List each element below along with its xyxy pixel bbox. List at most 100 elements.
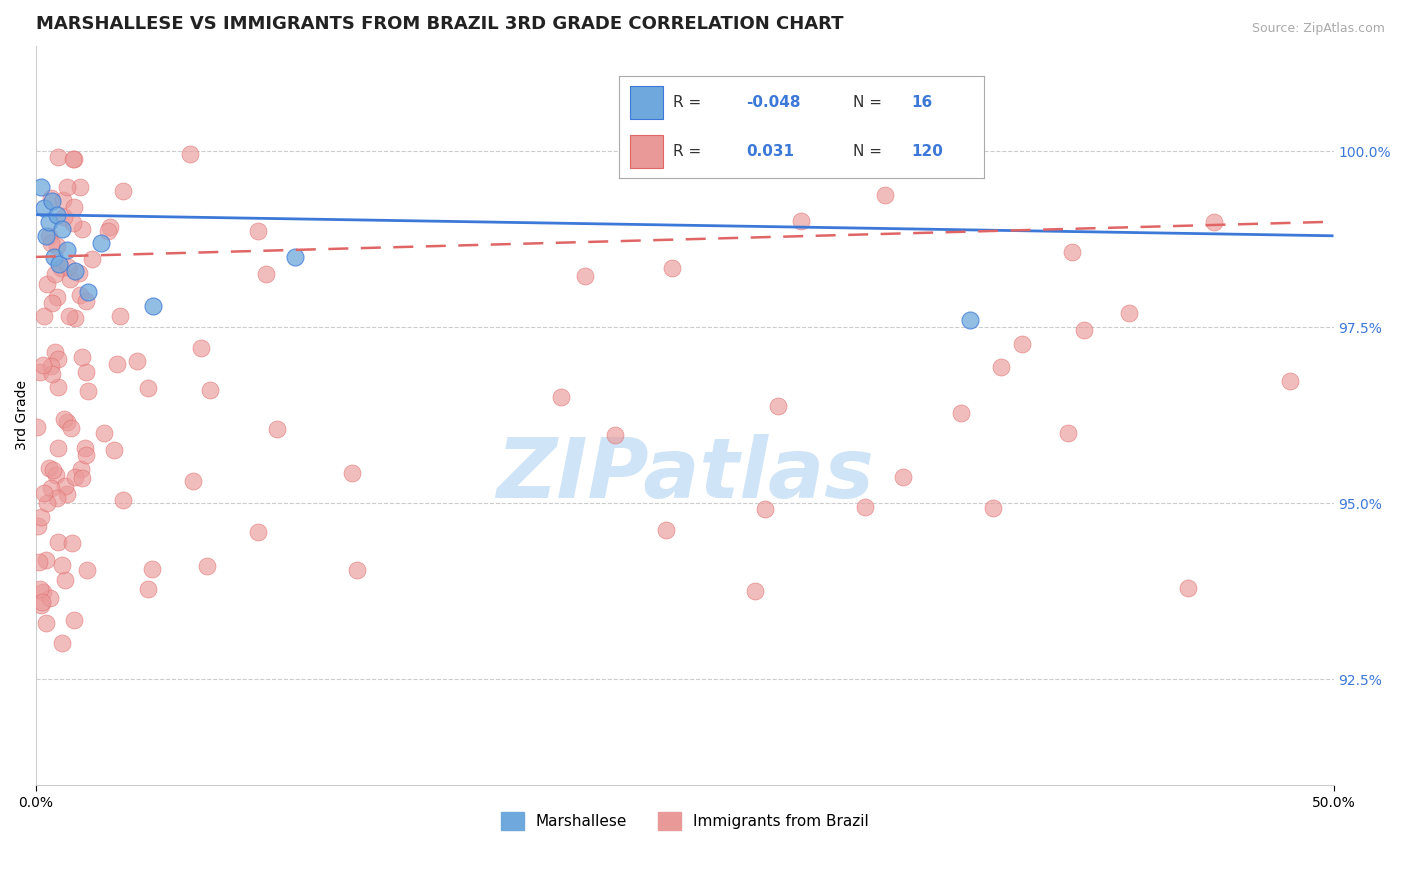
Text: -0.048: -0.048 (747, 95, 801, 110)
Point (41, 194, 63, 208)
Point (56, 243, 79, 257)
Point (42, 250, 65, 264)
Point (35, 553, 58, 567)
Point (42, 462, 65, 476)
Point (125, 354, 148, 368)
Point (754, 502, 776, 516)
Point (51, 636, 73, 650)
Point (52, 411, 75, 425)
Point (138, 582, 160, 596)
Point (63, 264, 86, 278)
Text: N =: N = (852, 145, 882, 160)
Point (46, 380, 69, 394)
Point (97, 223, 120, 237)
Point (1062, 244, 1084, 259)
Point (32, 585, 55, 599)
Point (63, 613, 86, 627)
Point (52, 193, 75, 207)
Point (75, 448, 97, 462)
Point (59, 271, 82, 285)
Point (1011, 337, 1033, 351)
Point (111, 184, 134, 198)
Point (891, 469, 914, 483)
Text: 16: 16 (911, 95, 932, 110)
Point (82, 252, 104, 267)
Point (959, 313, 981, 327)
Point (45, 467, 67, 482)
Point (574, 268, 596, 283)
Point (56, 180, 79, 194)
Point (39, 591, 62, 606)
Point (35, 615, 58, 630)
Point (56, 487, 79, 501)
Point (34, 486, 56, 500)
Point (63, 311, 86, 326)
Point (62, 153, 84, 167)
Point (44, 344, 66, 359)
Point (63, 470, 86, 484)
Point (44, 267, 66, 281)
Point (346, 564, 368, 578)
Point (103, 442, 125, 457)
Point (63, 200, 86, 214)
Point (28, 582, 51, 597)
Point (266, 422, 288, 436)
Point (69, 180, 91, 194)
Point (51, 558, 73, 572)
Point (51, 221, 73, 235)
Point (284, 250, 307, 264)
Point (39, 191, 62, 205)
Text: R =: R = (673, 95, 702, 110)
Point (981, 501, 1004, 516)
Point (1118, 306, 1140, 320)
Text: 0.031: 0.031 (747, 145, 794, 160)
Point (1278, 374, 1301, 388)
Point (76, 285, 98, 300)
Point (51, 261, 73, 276)
Point (70, 350, 93, 364)
FancyBboxPatch shape (630, 136, 662, 168)
Point (142, 299, 165, 313)
Point (45, 208, 67, 222)
Point (875, 187, 897, 202)
Point (56, 260, 79, 274)
Point (39, 235, 62, 250)
Point (48, 441, 70, 455)
Point (27, 518, 49, 533)
Y-axis label: 3rd Grade: 3rd Grade (15, 380, 30, 450)
Point (246, 224, 269, 238)
Point (75, 293, 97, 308)
Point (1056, 425, 1078, 440)
Point (46, 290, 69, 304)
Point (179, 146, 201, 161)
Point (41, 296, 63, 310)
Point (76, 563, 98, 577)
Point (32, 201, 55, 215)
Text: N =: N = (852, 95, 882, 110)
Text: ZIPatlas: ZIPatlas (496, 434, 873, 515)
Point (67, 266, 90, 280)
Point (550, 390, 572, 404)
Point (30, 179, 52, 194)
Point (35, 496, 58, 510)
Point (38, 215, 60, 229)
Legend: Marshallese, Immigrants from Brazil: Marshallese, Immigrants from Brazil (495, 805, 875, 837)
Point (28, 365, 51, 379)
Point (41, 368, 63, 382)
Point (38, 228, 60, 243)
Point (53, 211, 76, 225)
Point (744, 583, 766, 598)
Point (75, 441, 97, 455)
Point (35, 228, 58, 243)
Point (200, 383, 222, 397)
Point (98, 219, 121, 234)
Point (75, 365, 97, 379)
Point (30, 510, 52, 524)
Point (655, 523, 678, 537)
Point (58, 310, 80, 324)
Point (39, 359, 62, 373)
Point (48, 257, 70, 271)
Point (62, 216, 84, 230)
Text: MARSHALLESE VS IMMIGRANTS FROM BRAZIL 3RD GRADE CORRELATION CHART: MARSHALLESE VS IMMIGRANTS FROM BRAZIL 3R… (37, 15, 844, 33)
Text: R =: R = (673, 145, 702, 160)
